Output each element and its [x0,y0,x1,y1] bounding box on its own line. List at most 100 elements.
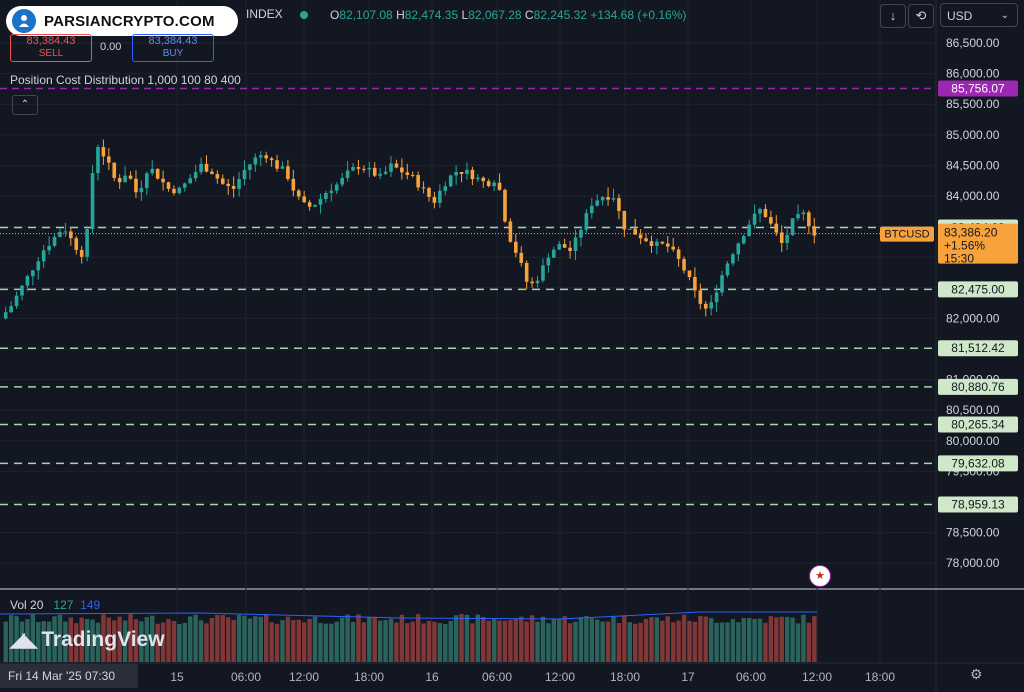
candle-body [595,200,600,206]
candle-body [807,212,811,227]
sell-button[interactable]: 83,384.43 SELL [10,34,92,62]
candle-body [351,167,355,171]
volume-bar [459,614,464,662]
candle-body [725,263,730,276]
volume-bar [437,623,443,662]
level-tag: 80,880.76 [951,380,1005,394]
candle-body [508,221,513,242]
candle-body [687,270,692,277]
refresh-icon[interactable]: ⟲ [908,4,934,28]
volume-bar [481,616,486,662]
candle-body [736,243,741,255]
volume-bar [708,618,714,662]
candle-body [63,231,68,233]
purple-level-tag-bg [938,80,1018,97]
volume-bar [524,621,529,662]
volume-bar [670,622,676,662]
volume-bar [394,622,399,662]
candle-body [220,178,225,184]
candle-body [763,208,768,218]
candle-body [812,226,817,236]
logo-icon [12,9,36,33]
volume-bar [757,618,763,662]
volume-bar [383,620,388,662]
volume-bar [508,619,513,662]
candle-body [720,275,724,293]
candle-body [3,312,8,319]
candle-body [291,178,296,191]
price-axis: 86,500.00 86,000.00 85,500.00 85,000.00 84,5… [946,36,1000,570]
candle-body [264,155,268,159]
volume-bar [388,618,394,662]
candle-body [514,241,518,253]
currency-select[interactable]: USD ⌄ [940,3,1018,27]
volume-bar [133,619,139,662]
candle-body [204,163,209,172]
price-tick-label: 85,500.00 [946,97,1000,111]
arrow-down-icon[interactable]: ↓ [880,4,906,28]
volume-bar [795,623,801,662]
level-tag: 82,475.00 [951,282,1005,296]
candle-body [85,229,89,257]
event-flag-icon[interactable]: ★ [809,565,831,587]
volume-bar [540,616,546,662]
volume-bar [155,623,160,662]
price-tick-label: 82,000.00 [946,311,1000,325]
volume-legend: Vol 20 127 149 [10,598,100,612]
candle-body [307,202,312,207]
price-tick-label: 78,000.00 [946,556,1000,570]
buy-button[interactable]: 83,384.43 BUY [132,34,214,62]
volume-bar [350,621,356,662]
open-value: 82,107.08 [339,8,393,22]
candle-body [476,177,480,180]
candle-body [253,157,258,165]
volume-bar [784,616,790,662]
candle-body [107,156,111,163]
volume-bar [204,623,209,662]
volume-bar [687,620,692,662]
candle-body [530,281,534,284]
candle-body [481,177,486,182]
volume-bar [274,623,280,662]
volume-bar [752,618,757,662]
market-status-dot [300,11,308,19]
volume-bar [263,614,269,662]
price-tick-label: 78,500.00 [946,526,1000,540]
volume-bar [812,615,817,662]
volume-bar [30,614,36,662]
tradingview-icon: ◢◣ [10,629,37,651]
volume-bar [491,618,497,662]
buy-price: 83,384.43 [148,35,198,47]
candle-body [747,224,751,236]
gear-icon[interactable]: ⚙ [970,666,983,682]
volume-bar [68,617,74,662]
candle-body [112,162,117,178]
collapse-chevron-icon[interactable]: ⌃ [12,95,38,115]
current-price-value: 83,386.20 [944,226,998,240]
candle-body [161,178,165,183]
time-tick-label: 17 [681,670,695,684]
volume-bar [117,616,122,662]
candle-body [188,178,193,184]
candle-body [801,212,806,215]
volume-bar [36,622,41,662]
candle-body [318,198,323,205]
volume-bar [258,616,263,662]
candle-body [362,168,366,170]
current-price-time: 15:30 [944,252,974,266]
symbol-tag: BTCUSD [884,229,929,241]
volume-bar [339,617,345,662]
candle-body [617,198,621,211]
volume-bar [160,622,166,662]
volume-bar [730,619,736,662]
volume-bar [296,619,301,662]
candle-body [693,276,697,291]
candle-body [741,235,746,244]
volume-label: Vol 20 [10,598,44,612]
candle-body [101,147,106,157]
volume-bar [415,614,421,662]
candle-body [774,223,779,233]
time-tick-label: 18:00 [865,670,895,684]
volume-bar [177,623,182,662]
